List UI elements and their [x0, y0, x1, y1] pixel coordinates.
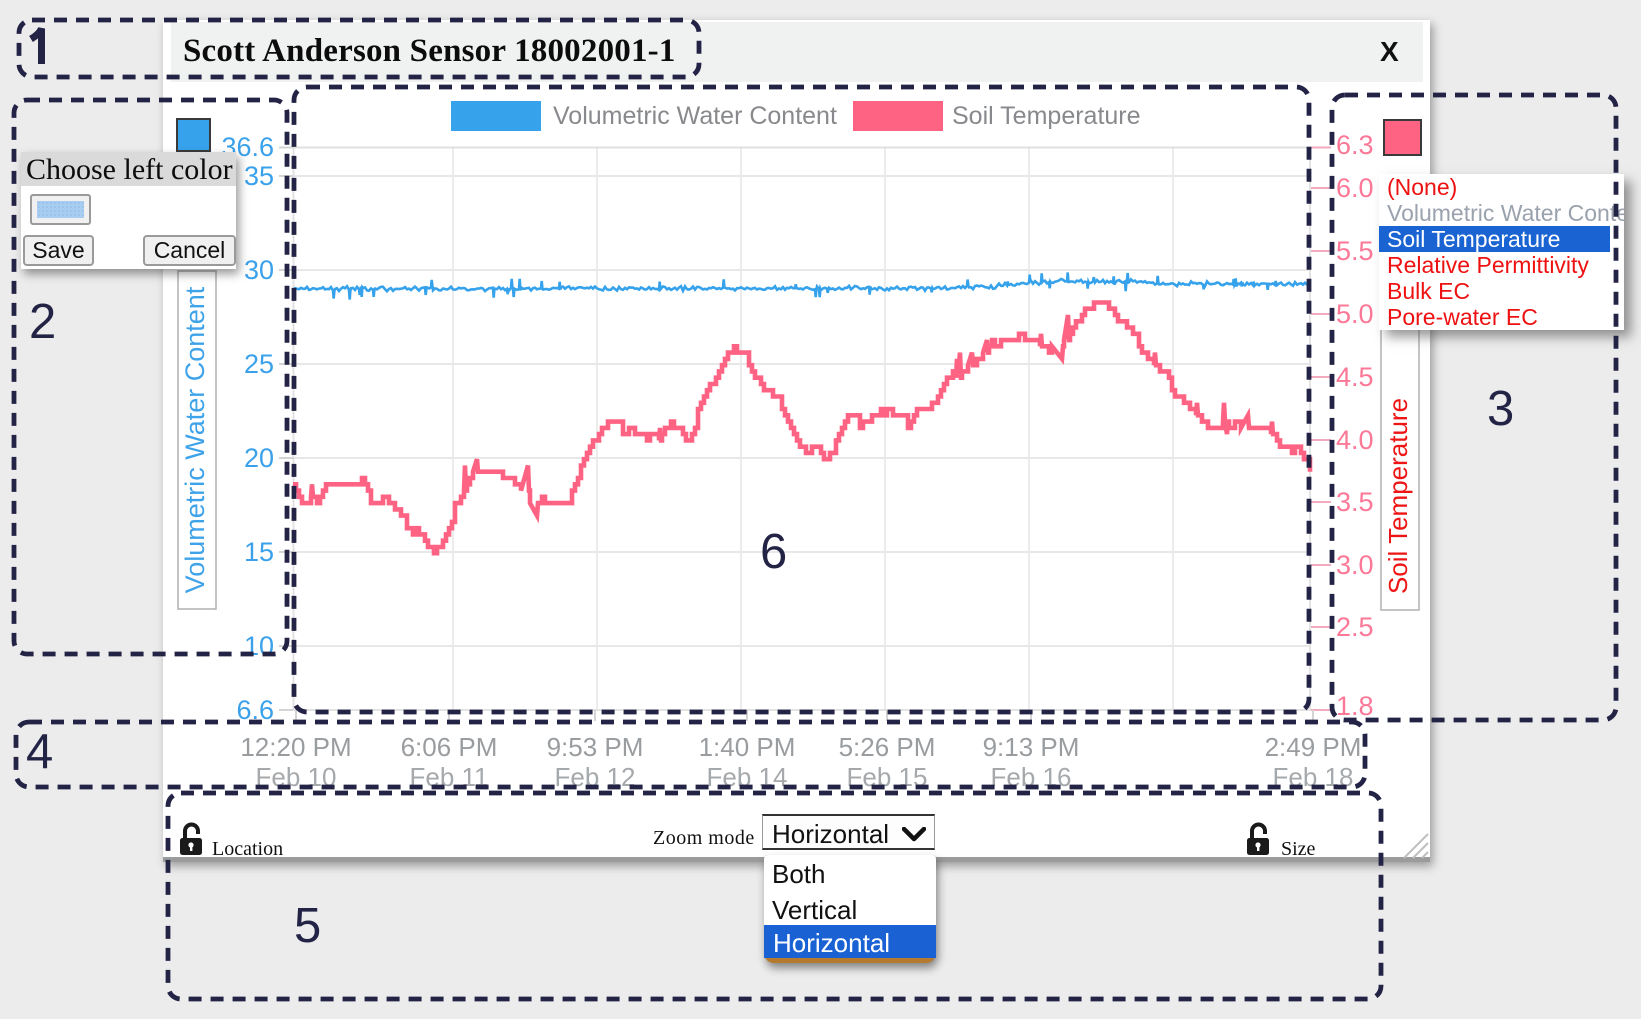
- svg-text:Volumetric Water Content: Volumetric Water Content: [553, 102, 837, 130]
- svg-text:2.5: 2.5: [1336, 612, 1374, 642]
- svg-text:3.0: 3.0: [1336, 550, 1374, 580]
- svg-text:3: 3: [1487, 382, 1514, 436]
- svg-text:3.5: 3.5: [1336, 487, 1374, 517]
- svg-text:9:53 PM: 9:53 PM: [547, 732, 644, 762]
- svg-text:9:13 PM: 9:13 PM: [983, 732, 1080, 762]
- svg-text:5:26 PM: 5:26 PM: [839, 732, 936, 762]
- svg-text:15: 15: [244, 537, 274, 567]
- svg-text:2:49 PM: 2:49 PM: [1265, 732, 1362, 762]
- svg-text:4: 4: [26, 725, 53, 779]
- svg-text:4.5: 4.5: [1336, 362, 1374, 392]
- svg-text:Volumetric Water Content: Volumetric Water Content: [180, 286, 210, 593]
- svg-text:25: 25: [244, 349, 274, 379]
- svg-text:2: 2: [29, 295, 56, 349]
- svg-text:Soil Temperature: Soil Temperature: [952, 102, 1141, 130]
- svg-text:12:20 PM: 12:20 PM: [240, 732, 351, 762]
- svg-text:6:06 PM: 6:06 PM: [401, 732, 498, 762]
- svg-text:4.0: 4.0: [1336, 425, 1374, 455]
- svg-text:6.0: 6.0: [1336, 173, 1374, 203]
- svg-text:6: 6: [760, 525, 787, 579]
- svg-text:1:40 PM: 1:40 PM: [699, 732, 796, 762]
- svg-text:5.0: 5.0: [1336, 299, 1374, 329]
- svg-text:Feb 11: Feb 11: [409, 762, 488, 792]
- svg-text:20: 20: [244, 443, 274, 473]
- svg-text:1.8: 1.8: [1336, 691, 1374, 721]
- svg-text:5.5: 5.5: [1336, 236, 1374, 266]
- svg-text:Soil Temperature: Soil Temperature: [1383, 398, 1413, 594]
- svg-text:35: 35: [244, 161, 274, 191]
- svg-text:30: 30: [244, 255, 274, 285]
- svg-text:6.3: 6.3: [1336, 130, 1374, 160]
- svg-text:5: 5: [294, 899, 321, 953]
